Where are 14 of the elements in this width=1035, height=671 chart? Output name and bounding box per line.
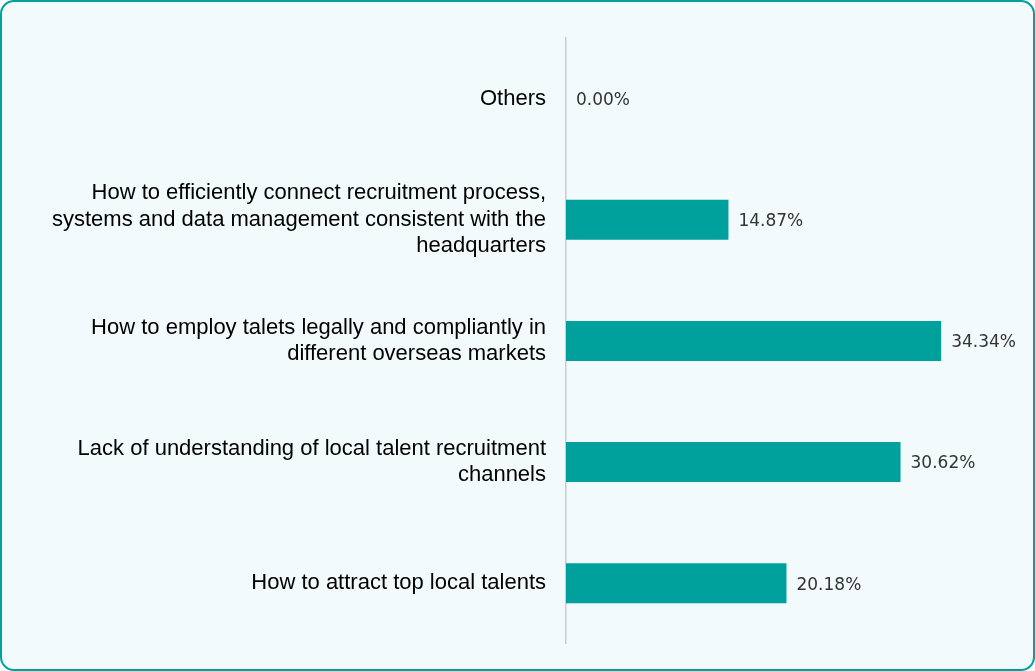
data-label: 20.18% (796, 573, 862, 594)
y-tick-label: Lack of understanding of local talent recruitment channels (77, 434, 546, 487)
y-tick-label: How to efficiently connect recruitment process, systems and data management consistent with the headquarters (51, 179, 546, 258)
bar (566, 199, 729, 240)
bar (566, 442, 901, 483)
bar (566, 563, 787, 604)
data-label: 30.62% (910, 452, 976, 473)
data-label: 14.87% (738, 210, 804, 231)
y-tick-label: How to attract top local talents (251, 569, 546, 595)
bar (566, 320, 942, 361)
y-tick-label: Others (479, 84, 546, 110)
data-label: 34.34% (951, 331, 1016, 352)
data-label: 0.00% (576, 89, 631, 109)
y-tick-label: How to employ talets legally and compliantly in different overseas markets (91, 313, 546, 366)
